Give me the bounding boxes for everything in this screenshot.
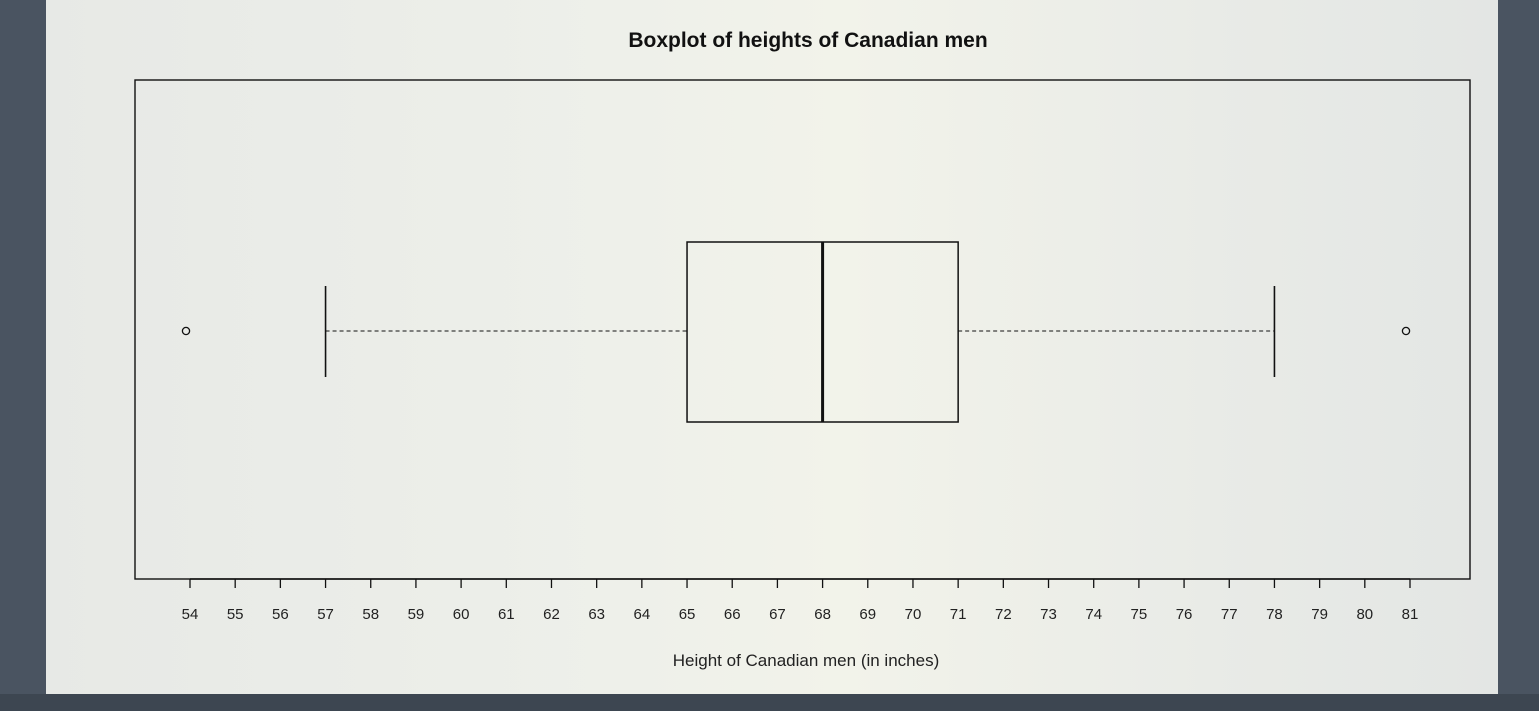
x-tick-label: 69 bbox=[859, 606, 876, 623]
x-tick-label: 61 bbox=[498, 606, 515, 623]
monitor-bezel bbox=[0, 694, 1539, 711]
x-tick-label: 59 bbox=[408, 606, 425, 623]
x-tick-label: 72 bbox=[995, 606, 1012, 623]
x-tick-label: 66 bbox=[724, 606, 741, 623]
x-tick-label: 60 bbox=[453, 606, 470, 623]
x-tick-label: 56 bbox=[272, 606, 289, 623]
x-tick-label: 73 bbox=[1040, 606, 1057, 623]
x-tick-label: 64 bbox=[634, 606, 651, 623]
x-tick-label: 80 bbox=[1356, 606, 1373, 623]
x-tick-label: 63 bbox=[588, 606, 605, 623]
outlier-point bbox=[181, 326, 191, 336]
chart-title: Boxplot of heights of Canadian men bbox=[628, 29, 987, 52]
x-tick-label: 74 bbox=[1085, 606, 1102, 623]
x-tick-label: 65 bbox=[679, 606, 696, 623]
x-tick-label: 58 bbox=[362, 606, 379, 623]
x-tick-label: 54 bbox=[182, 606, 199, 623]
x-tick-label: 76 bbox=[1176, 606, 1193, 623]
outlier-point bbox=[1401, 326, 1411, 336]
x-tick-label: 68 bbox=[814, 606, 831, 623]
x-tick-label: 79 bbox=[1311, 606, 1328, 623]
x-tick-label: 75 bbox=[1131, 606, 1148, 623]
x-tick-label: 57 bbox=[317, 606, 334, 623]
plot-frame bbox=[134, 79, 1471, 580]
x-tick-label: 62 bbox=[543, 606, 560, 623]
boxplot bbox=[181, 241, 1411, 423]
x-tick-label: 55 bbox=[227, 606, 244, 623]
x-axis-title: Height of Canadian men (in inches) bbox=[673, 651, 939, 670]
x-tick-label: 77 bbox=[1221, 606, 1238, 623]
x-tick-label: 78 bbox=[1266, 606, 1283, 623]
x-tick-label: 71 bbox=[950, 606, 967, 623]
x-tick-label: 81 bbox=[1402, 606, 1419, 623]
x-tick-label: 67 bbox=[769, 606, 786, 623]
x-axis: 54 55 56 57 58 59 60 61 62 63 64 65 66 67 68 69 70 71 72 73… bbox=[182, 578, 1419, 623]
x-tick-label: 70 bbox=[905, 606, 922, 623]
